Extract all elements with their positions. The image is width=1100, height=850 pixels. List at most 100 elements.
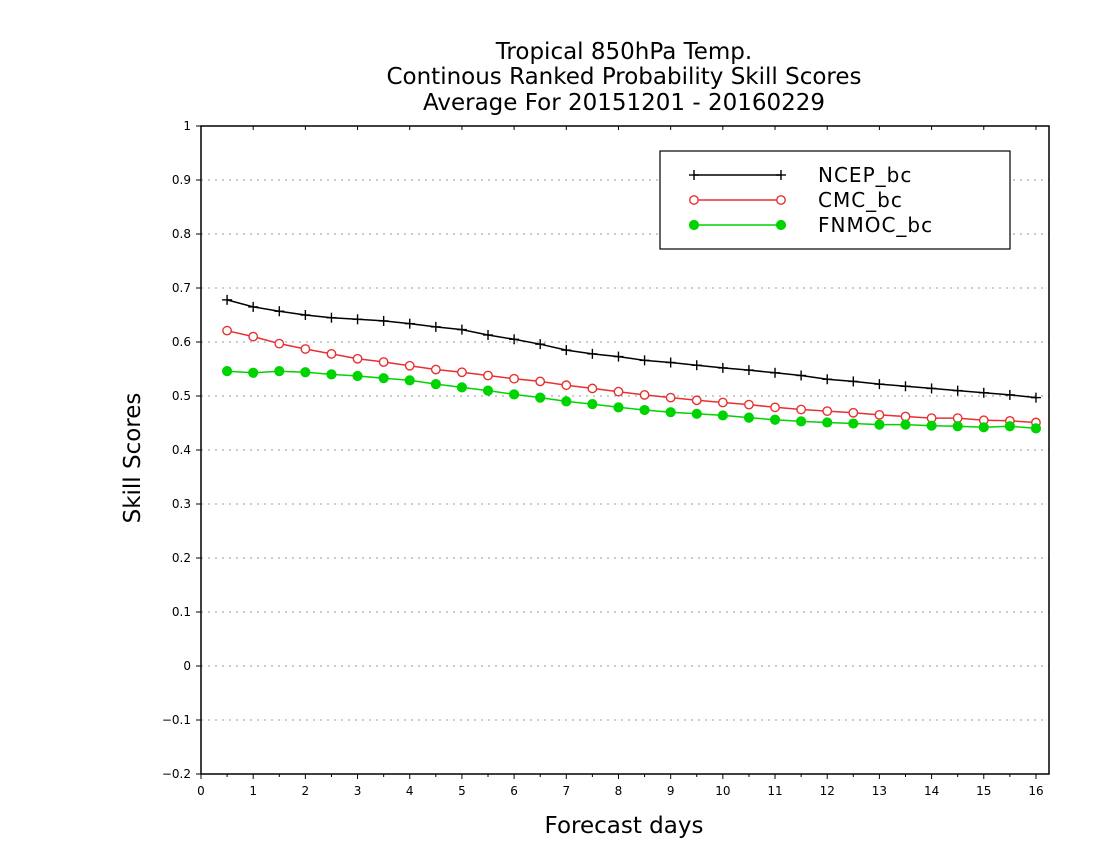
x-tick-label: 12 bbox=[820, 784, 835, 798]
data-point bbox=[900, 381, 911, 392]
data-point bbox=[848, 407, 859, 418]
data-point bbox=[796, 370, 807, 381]
data-point bbox=[822, 406, 833, 417]
data-point bbox=[639, 355, 650, 366]
data-point bbox=[926, 383, 937, 394]
data-point bbox=[274, 306, 285, 317]
data-point bbox=[221, 366, 233, 377]
series-FNMOC_bc bbox=[221, 366, 1042, 434]
plot-frame bbox=[200, 125, 1050, 775]
data-point bbox=[796, 416, 807, 427]
data-point bbox=[561, 345, 572, 356]
data-point bbox=[248, 331, 259, 342]
legend-item: NCEP_bc bbox=[689, 163, 911, 187]
data-point bbox=[483, 370, 493, 381]
data-point bbox=[378, 357, 389, 367]
series-CMC_bc bbox=[222, 325, 1041, 428]
legend-marker bbox=[776, 170, 786, 180]
data-point bbox=[326, 369, 337, 380]
legend-marker bbox=[776, 195, 786, 205]
data-point bbox=[535, 339, 546, 350]
data-point bbox=[848, 376, 859, 387]
data-point bbox=[770, 367, 781, 378]
data-point bbox=[717, 410, 728, 421]
x-tick-label: 4 bbox=[406, 784, 414, 798]
data-point bbox=[352, 314, 363, 325]
data-point bbox=[587, 399, 598, 410]
data-point bbox=[874, 409, 885, 420]
y-tick-label: 0.1 bbox=[172, 605, 191, 619]
y-tick-label: 0 bbox=[183, 659, 191, 673]
data-point bbox=[509, 334, 520, 345]
y-tick-label: −0.2 bbox=[162, 767, 191, 781]
legend-item: CMC_bc bbox=[689, 188, 903, 212]
data-point bbox=[1004, 389, 1015, 400]
series-line bbox=[227, 370, 1037, 430]
data-point bbox=[483, 329, 494, 340]
y-axis-label: Skill Scores bbox=[120, 393, 146, 524]
y-tick-label: 0.4 bbox=[172, 443, 191, 457]
data-point bbox=[822, 417, 833, 428]
data-point bbox=[248, 367, 259, 378]
data-point bbox=[352, 353, 363, 364]
y-tick-label: 0.8 bbox=[172, 227, 191, 241]
data-point bbox=[587, 348, 598, 359]
data-point bbox=[430, 321, 441, 332]
data-point bbox=[352, 370, 363, 382]
x-tick-label: 7 bbox=[562, 784, 570, 798]
x-tick-label: 1 bbox=[249, 784, 257, 798]
data-point bbox=[482, 385, 494, 396]
data-point bbox=[769, 414, 781, 425]
data-point bbox=[456, 324, 467, 335]
data-point bbox=[378, 315, 389, 326]
y-tick-label: 0.5 bbox=[172, 389, 191, 403]
series-line bbox=[226, 299, 1037, 399]
data-point bbox=[665, 407, 676, 418]
data-point bbox=[926, 420, 937, 431]
data-point bbox=[743, 365, 754, 376]
data-point bbox=[300, 344, 311, 354]
data-point bbox=[822, 374, 833, 385]
data-point bbox=[274, 366, 285, 377]
data-point bbox=[770, 402, 780, 413]
legend-label: FNMOC_bc bbox=[818, 213, 933, 237]
data-point bbox=[665, 357, 676, 368]
data-point bbox=[639, 390, 650, 400]
y-tick-label: 1 bbox=[183, 119, 191, 133]
x-tick-label: 16 bbox=[1028, 784, 1043, 798]
data-point bbox=[874, 419, 885, 430]
legend-marker bbox=[688, 219, 700, 231]
data-point bbox=[639, 404, 650, 416]
data-point bbox=[744, 399, 754, 410]
legend-item: FNMOC_bc bbox=[688, 213, 933, 237]
data-point bbox=[848, 418, 859, 429]
data-point bbox=[561, 380, 572, 391]
legend-label: CMC_bc bbox=[818, 188, 903, 212]
data-point bbox=[456, 382, 468, 393]
y-tick-label: 0.9 bbox=[172, 173, 191, 187]
x-tick-label: 6 bbox=[510, 784, 518, 798]
data-point bbox=[300, 310, 311, 320]
data-point bbox=[457, 367, 467, 378]
data-point bbox=[222, 294, 233, 305]
legend-marker bbox=[689, 170, 699, 180]
chart-title-line-1: Tropical 850hPa Temp. bbox=[495, 39, 752, 65]
x-tick-label: 11 bbox=[767, 784, 782, 798]
data-point bbox=[900, 419, 911, 430]
data-point bbox=[952, 385, 963, 396]
y-tick-label: 0.3 bbox=[172, 497, 191, 511]
gridlines bbox=[201, 179, 1049, 721]
data-point bbox=[274, 338, 285, 349]
data-point bbox=[796, 404, 807, 415]
data-point bbox=[430, 364, 441, 375]
data-point bbox=[248, 301, 259, 312]
data-point bbox=[900, 411, 911, 422]
x-tick-label: 15 bbox=[976, 784, 991, 798]
data-point bbox=[717, 362, 728, 373]
x-tick-label: 8 bbox=[615, 784, 623, 798]
data-point bbox=[665, 392, 676, 403]
data-point bbox=[326, 348, 337, 359]
y-tick-label: −0.1 bbox=[162, 713, 191, 727]
data-point bbox=[300, 367, 311, 378]
